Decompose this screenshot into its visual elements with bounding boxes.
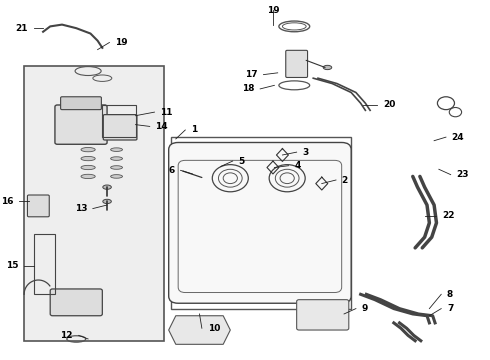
FancyBboxPatch shape (27, 195, 49, 217)
Text: 19: 19 (267, 6, 279, 15)
FancyBboxPatch shape (296, 300, 349, 330)
Text: 10: 10 (208, 324, 220, 333)
Text: 8: 8 (447, 290, 453, 299)
FancyBboxPatch shape (103, 114, 137, 140)
Text: 1: 1 (191, 126, 197, 135)
Ellipse shape (103, 199, 111, 203)
FancyBboxPatch shape (286, 50, 308, 77)
Text: 16: 16 (1, 197, 14, 206)
Ellipse shape (81, 148, 95, 152)
FancyBboxPatch shape (61, 97, 101, 110)
FancyBboxPatch shape (24, 66, 164, 341)
Text: 7: 7 (447, 304, 453, 313)
Text: 12: 12 (60, 331, 73, 340)
FancyBboxPatch shape (169, 143, 351, 303)
Text: 6: 6 (169, 166, 175, 175)
Ellipse shape (111, 148, 122, 152)
Text: 19: 19 (115, 38, 128, 47)
Ellipse shape (81, 165, 95, 170)
Text: 9: 9 (362, 304, 368, 313)
FancyBboxPatch shape (171, 137, 351, 309)
Text: 23: 23 (456, 170, 469, 179)
Text: 24: 24 (452, 132, 464, 141)
Text: 13: 13 (74, 204, 87, 213)
Ellipse shape (81, 174, 95, 179)
Ellipse shape (111, 175, 122, 178)
Text: 15: 15 (6, 261, 19, 270)
Text: 11: 11 (160, 108, 172, 117)
Ellipse shape (111, 157, 122, 160)
Text: 5: 5 (238, 157, 245, 166)
Text: 4: 4 (294, 161, 301, 170)
Text: 20: 20 (383, 100, 395, 109)
Text: 2: 2 (342, 176, 348, 185)
Polygon shape (169, 316, 230, 344)
Text: 17: 17 (245, 70, 258, 79)
Text: 22: 22 (442, 211, 455, 220)
FancyBboxPatch shape (50, 289, 102, 316)
Ellipse shape (103, 185, 111, 189)
Text: 18: 18 (242, 84, 254, 93)
FancyBboxPatch shape (55, 105, 107, 144)
Text: 21: 21 (15, 24, 28, 33)
Text: 14: 14 (155, 122, 168, 131)
Text: 3: 3 (302, 148, 309, 157)
Ellipse shape (323, 65, 332, 69)
Ellipse shape (111, 166, 122, 169)
Ellipse shape (81, 157, 95, 161)
